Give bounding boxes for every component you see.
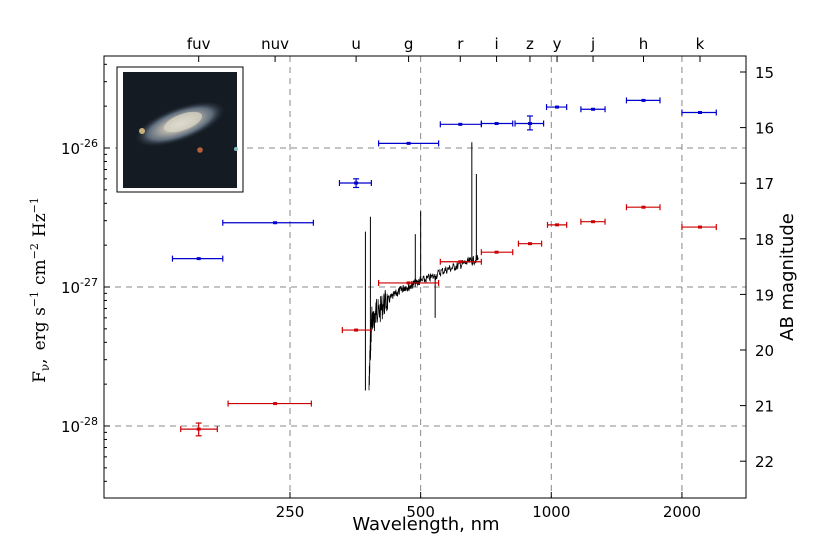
band-label-y: y — [553, 35, 562, 53]
right-tick-label-7: 22 — [755, 453, 774, 471]
top-band-labels: fuv nuv u g r i z y j h k — [187, 35, 705, 62]
band-label-k: k — [696, 35, 705, 53]
band-label-z: z — [526, 35, 534, 53]
red-point-u — [341, 327, 372, 334]
right-tick-label-0: 15 — [755, 64, 774, 82]
x-axis-ticks: 250 500 1000 2000 — [276, 492, 701, 521]
galaxy-thumbnail — [116, 66, 244, 193]
blue-point-i — [480, 120, 514, 127]
blue-point-y — [545, 104, 568, 111]
y-axis-ticks: 10-28 10-27 10-26 — [61, 63, 110, 482]
red-point-fuv — [180, 422, 218, 437]
red-point-r — [439, 258, 482, 265]
red-point-i — [480, 249, 514, 256]
right-tick-label-5: 20 — [755, 342, 774, 360]
y-tick-label-1: 10-27 — [61, 276, 98, 297]
x-tick-label-0: 250 — [276, 503, 305, 521]
right-axis-title: AB magnitude — [777, 213, 798, 341]
right-tick-label-3: 18 — [755, 231, 774, 249]
spectrum-continuum — [368, 255, 479, 391]
band-label-nuv: nuv — [261, 35, 289, 53]
series-blue-points — [171, 97, 717, 262]
y-tick-label-0: 10-28 — [61, 415, 98, 436]
red-point-g — [377, 279, 440, 286]
blue-point-h — [625, 97, 661, 104]
band-label-j: j — [590, 35, 595, 53]
y-tick-label-2: 10-26 — [61, 137, 98, 158]
red-point-nuv — [227, 400, 312, 407]
right-tick-label-6: 21 — [755, 398, 774, 416]
red-point-z — [517, 240, 543, 247]
red-point-k — [681, 224, 717, 231]
red-point-y — [546, 221, 568, 228]
band-label-h: h — [639, 35, 649, 53]
blue-point-j — [580, 106, 606, 113]
blue-point-u — [338, 178, 372, 189]
blue-point-fuv — [171, 255, 224, 262]
right-tick-label-4: 19 — [755, 286, 774, 304]
blue-point-k — [681, 109, 717, 116]
plot-frame — [103, 55, 747, 499]
right-tick-label-1: 16 — [755, 120, 774, 138]
red-point-h — [625, 204, 661, 211]
band-label-fuv: fuv — [187, 35, 211, 53]
right-axis-ticks: 15 16 17 18 19 20 21 22 — [740, 64, 774, 471]
band-label-u: u — [351, 35, 361, 53]
band-label-i: i — [494, 35, 498, 53]
right-tick-label-2: 17 — [755, 175, 774, 193]
x-tick-label-2: 1000 — [532, 503, 570, 521]
band-label-r: r — [457, 35, 464, 53]
blue-point-g — [377, 140, 440, 147]
band-label-g: g — [404, 35, 414, 53]
blue-point-nuv — [222, 219, 314, 226]
spectrum-line — [364, 142, 479, 391]
red-point-j — [580, 218, 606, 225]
x-tick-label-3: 2000 — [663, 503, 701, 521]
x-axis-title: Wavelength, nm — [352, 514, 499, 535]
blue-point-r — [439, 121, 482, 128]
series-red-points — [180, 204, 717, 437]
x-tick-label-1: 500 — [406, 503, 435, 521]
y-axis-title: Fν,erg s−1cm−2Hz−1 — [28, 197, 52, 383]
blue-point-z — [514, 115, 545, 131]
